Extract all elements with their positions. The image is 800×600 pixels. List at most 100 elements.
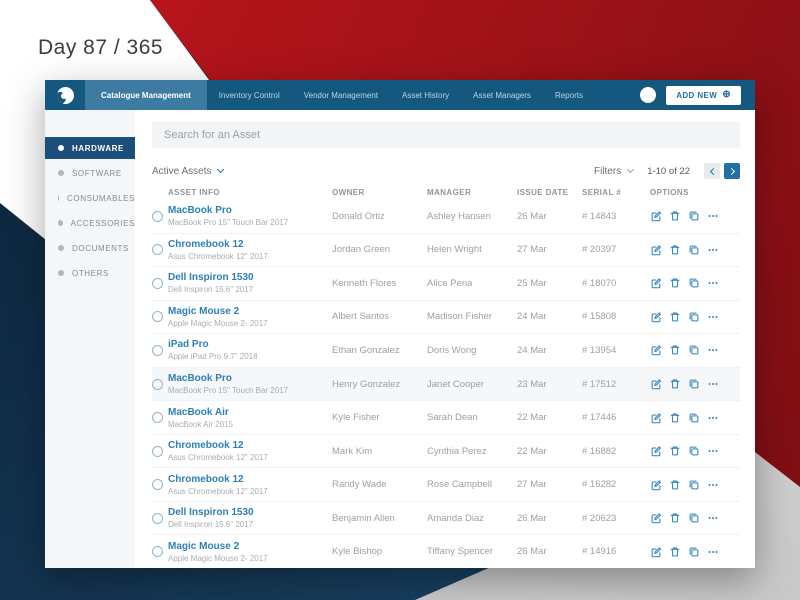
nav-tab-catalogue-management[interactable]: Catalogue Management (85, 80, 207, 110)
asset-name-link[interactable]: iPad Pro (168, 339, 209, 351)
row-radio-button[interactable] (152, 210, 163, 222)
duplicate-icon[interactable] (688, 244, 700, 256)
table-row[interactable]: iPad Pro Apple iPad Pro 9.7" 2018 Ethan Go… (152, 333, 740, 367)
edit-icon[interactable] (650, 412, 662, 424)
table-row[interactable]: MacBook Pro MacBook Pro 15" Touch Bar 201… (152, 366, 740, 401)
row-radio-button[interactable] (152, 445, 163, 457)
delete-icon[interactable] (669, 479, 681, 491)
table-row[interactable]: MacBook Air MacBook Air 2015 Kyle Fisher Sa… (152, 400, 740, 434)
delete-icon[interactable] (669, 445, 681, 457)
edit-icon[interactable] (650, 546, 662, 558)
duplicate-icon[interactable] (688, 311, 700, 323)
more-icon[interactable] (707, 512, 719, 524)
duplicate-icon[interactable] (688, 412, 700, 424)
nav-tab-asset-managers[interactable]: Asset Managers (473, 90, 531, 100)
row-radio-button[interactable] (152, 344, 163, 356)
duplicate-icon[interactable] (688, 277, 700, 289)
delete-icon[interactable] (669, 277, 681, 289)
row-radio-button[interactable] (152, 378, 163, 390)
asset-name-link[interactable]: MacBook Air (168, 406, 229, 418)
nav-tab-reports[interactable]: Reports (554, 90, 583, 100)
owner-cell: Randy Wade (332, 479, 387, 491)
more-icon[interactable] (707, 412, 719, 424)
delete-icon[interactable] (669, 311, 681, 323)
row-radio-button[interactable] (152, 546, 163, 558)
duplicate-icon[interactable] (688, 344, 700, 356)
more-icon[interactable] (707, 546, 719, 558)
user-avatar[interactable] (640, 87, 657, 103)
edit-icon[interactable] (650, 479, 662, 491)
delete-icon[interactable] (669, 378, 681, 390)
row-radio-button[interactable] (152, 277, 163, 289)
edit-icon[interactable] (650, 210, 662, 222)
table-row[interactable]: Magic Mouse 2 Apple Magic Mouse 2- 2017 Al… (152, 299, 740, 334)
row-radio-button[interactable] (152, 412, 163, 424)
asset-name-link[interactable]: Chromebook 12 (168, 473, 244, 485)
edit-icon[interactable] (650, 512, 662, 524)
asset-name-link[interactable]: Magic Mouse 2 (168, 305, 240, 317)
table-row[interactable]: Chromebook 12 Asus Chromebook 12" 2017 Mar… (152, 433, 740, 468)
table-row[interactable]: Dell Inspiron 1530 Dell Inspiron 15.6" 20… (152, 266, 740, 300)
brand-logo-icon[interactable] (56, 86, 74, 104)
edit-icon[interactable] (650, 378, 662, 390)
sidebar-item-software[interactable]: SOFTWARE (45, 162, 135, 184)
duplicate-icon[interactable] (688, 378, 700, 390)
add-new-button[interactable]: ADD NEW ⊕ (666, 85, 741, 105)
asset-name-link[interactable]: MacBook Pro (168, 205, 232, 217)
duplicate-icon[interactable] (688, 210, 700, 222)
prev-page-button[interactable] (704, 163, 720, 179)
asset-name-link[interactable]: Dell Inspiron 1530 (168, 272, 254, 284)
asset-name-link[interactable]: Dell Inspiron 1530 (168, 507, 254, 519)
sidebar-item-accessories[interactable]: ACCESSORIES (45, 212, 135, 234)
delete-icon[interactable] (669, 546, 681, 558)
duplicate-icon[interactable] (688, 512, 700, 524)
delete-icon[interactable] (669, 512, 681, 524)
asset-name-link[interactable]: Chromebook 12 (168, 238, 244, 250)
sidebar-item-documents[interactable]: DOCUMENTS (45, 237, 135, 259)
more-icon[interactable] (707, 277, 719, 289)
delete-icon[interactable] (669, 210, 681, 222)
table-row[interactable]: Chromebook 12 Asus Chromebook 12" 2017 Jor… (152, 232, 740, 267)
more-icon[interactable] (707, 311, 719, 323)
manager-cell: Amanda Diaz (427, 512, 485, 524)
more-icon[interactable] (707, 445, 719, 457)
sidebar-item-others[interactable]: OTHERS (45, 262, 135, 284)
nav-tab-inventory-control[interactable]: Inventory Control (218, 90, 280, 100)
serial-cell: # 13954 (582, 344, 617, 356)
filters-dropdown[interactable]: Filters (594, 166, 635, 177)
row-radio-button[interactable] (152, 244, 163, 256)
edit-icon[interactable] (650, 277, 662, 289)
next-page-button[interactable] (724, 163, 740, 179)
duplicate-icon[interactable] (688, 479, 700, 491)
edit-icon[interactable] (650, 344, 662, 356)
more-icon[interactable] (707, 378, 719, 390)
table-row[interactable]: MacBook Pro MacBook Pro 15" Touch Bar 201… (152, 200, 740, 233)
edit-icon[interactable] (650, 311, 662, 323)
row-radio-button[interactable] (152, 512, 163, 524)
delete-icon[interactable] (669, 412, 681, 424)
row-radio-button[interactable] (152, 479, 163, 491)
more-icon[interactable] (707, 244, 719, 256)
table-row[interactable]: Chromebook 12 Asus Chromebook 12" 2017 Ran… (152, 467, 740, 501)
table-row[interactable]: Magic Mouse 2 Apple Magic Mouse 2- 2017 Ky… (152, 534, 740, 568)
more-icon[interactable] (707, 479, 719, 491)
duplicate-icon[interactable] (688, 445, 700, 457)
asset-name-link[interactable]: Magic Mouse 2 (168, 540, 240, 552)
nav-tab-vendor-management[interactable]: Vendor Management (303, 90, 378, 100)
sidebar-item-consumables[interactable]: CONSUMABLES (45, 187, 135, 209)
row-radio-button[interactable] (152, 311, 163, 323)
nav-tab-asset-history[interactable]: Asset History (402, 90, 450, 100)
asset-name-link[interactable]: Chromebook 12 (168, 440, 244, 452)
table-row[interactable]: Dell Inspiron 1530 Dell Inspiron 15.6" 20… (152, 500, 740, 535)
delete-icon[interactable] (669, 244, 681, 256)
duplicate-icon[interactable] (688, 546, 700, 558)
asset-name-link[interactable]: MacBook Pro (168, 373, 232, 384)
more-icon[interactable] (707, 210, 719, 222)
edit-icon[interactable] (650, 445, 662, 457)
active-assets-dropdown[interactable]: Active Assets (152, 166, 225, 177)
sidebar-item-hardware[interactable]: HARDWARE (45, 137, 135, 159)
more-icon[interactable] (707, 344, 719, 356)
delete-icon[interactable] (669, 344, 681, 356)
search-input[interactable] (152, 122, 740, 148)
edit-icon[interactable] (650, 244, 662, 256)
